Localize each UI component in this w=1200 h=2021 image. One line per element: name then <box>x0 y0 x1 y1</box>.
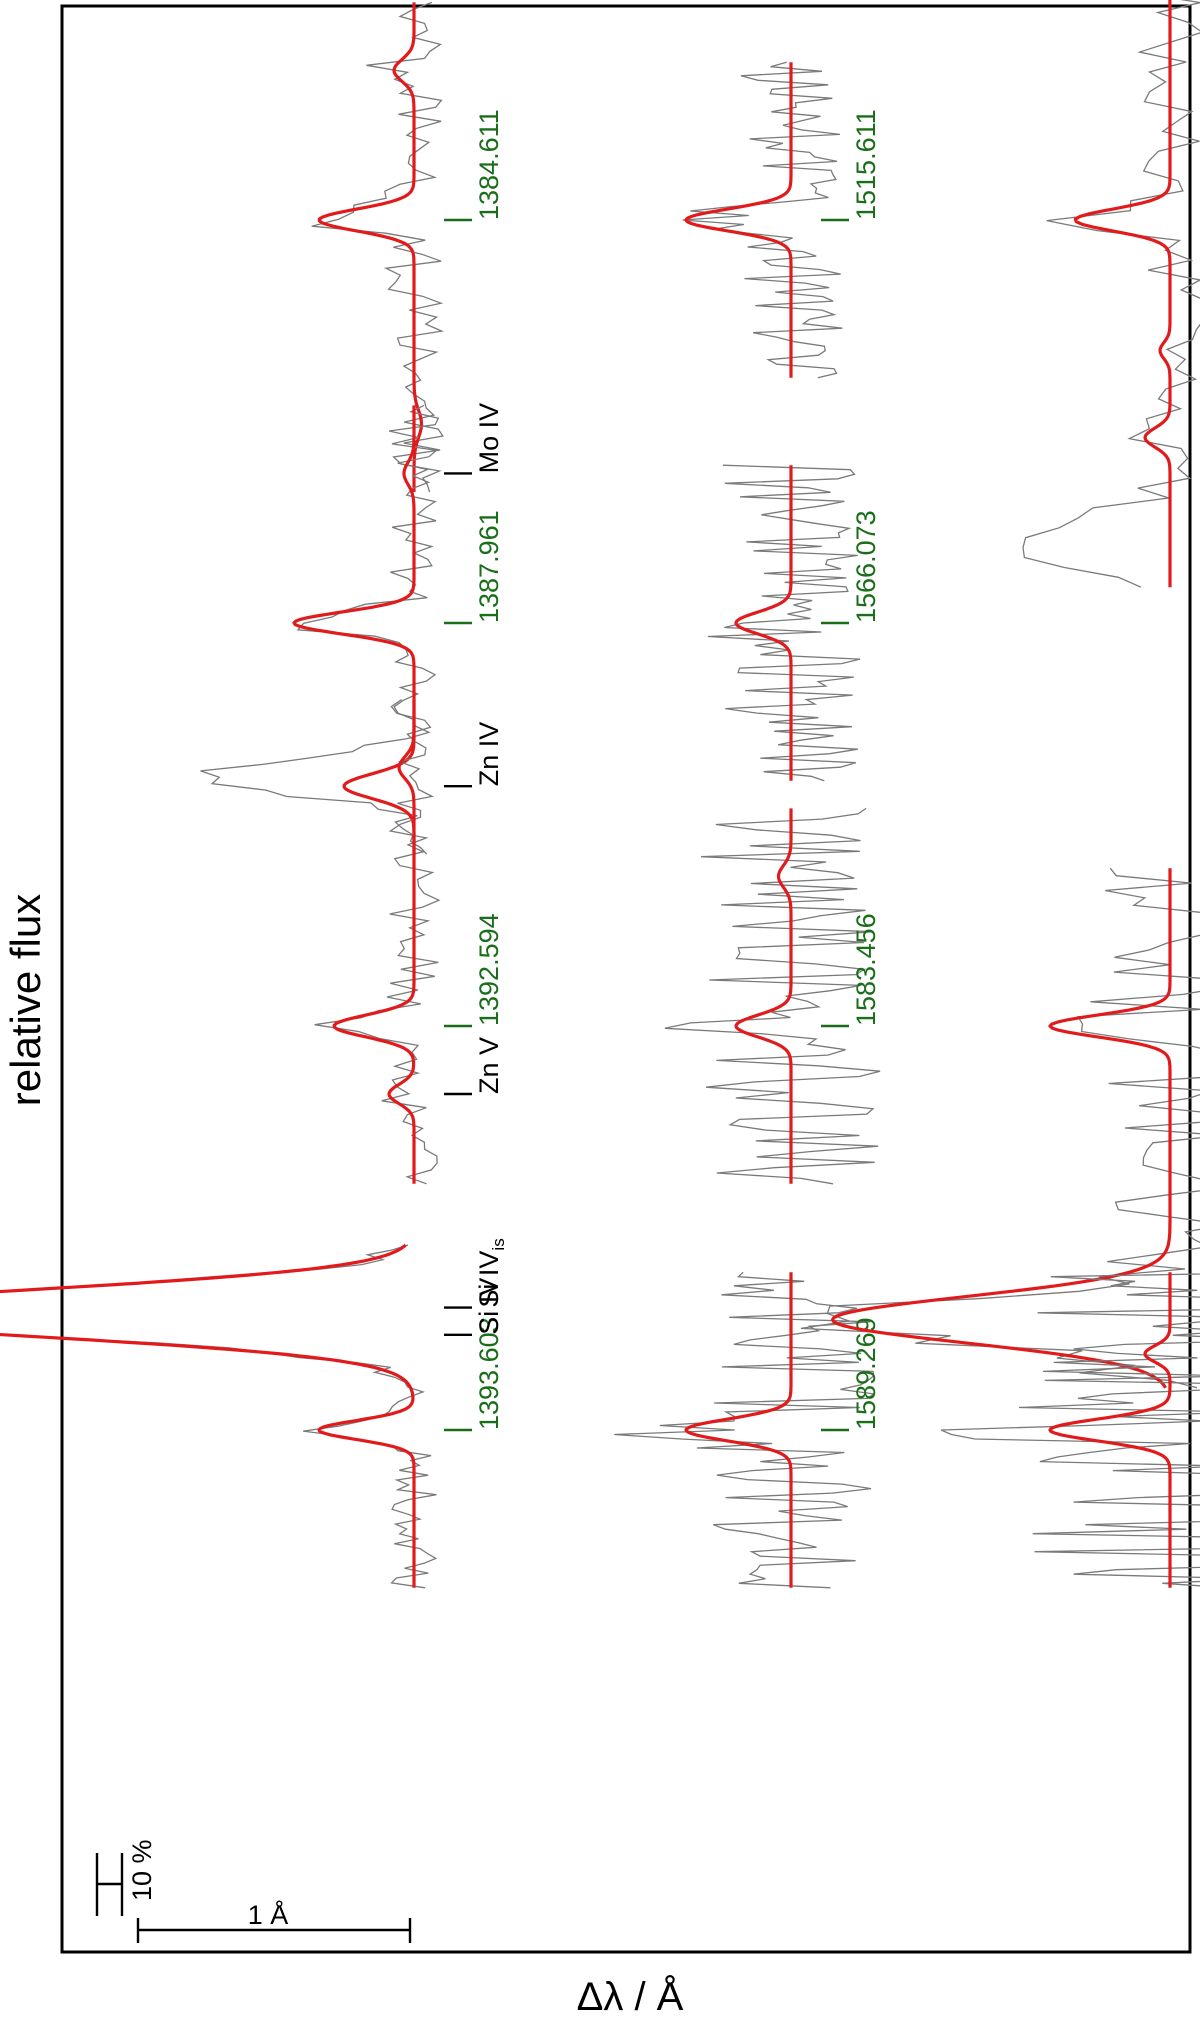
line-id-label: Zn V <box>474 1037 504 1094</box>
line-id-label: 1392.594 <box>474 913 504 1026</box>
observed-spectrum <box>682 61 843 379</box>
line-id-label: 1583.456 <box>851 913 881 1026</box>
observed-spectrum <box>200 404 440 855</box>
y-axis-label: relative flux <box>2 894 49 1106</box>
observed-spectrum <box>940 1273 1200 1587</box>
panels-group: 1384.611 Zn IV 1387.961 Mo IV Zn V 1392.594 13… <box>0 0 1200 1589</box>
panel-1392.594: Zn V 1392.594 <box>314 699 504 1185</box>
line-id-label: 1566.073 <box>851 510 881 623</box>
model-spectrum <box>684 61 793 379</box>
panel-1764.478: 1764.478Ba VII <box>940 1271 1200 1589</box>
model-spectrum <box>684 1271 793 1589</box>
model-spectrum <box>1048 1271 1172 1589</box>
panel-1387.961: Zn IV 1387.961 Mo IV <box>200 403 504 855</box>
model-spectrum <box>830 868 1172 1389</box>
line-id-label: Mo IV <box>474 403 504 474</box>
line-id-label: 1393.603 <box>474 1317 504 1430</box>
model-spectrum <box>734 808 793 1184</box>
observed-spectrum <box>614 1271 876 1589</box>
observed-spectrum <box>311 1 445 493</box>
scale-bars: 10 % 1 Å <box>95 1839 412 1943</box>
line-id-label: Zn IV <box>474 722 504 787</box>
observed-spectrum <box>707 464 861 782</box>
model-spectrum <box>332 699 416 1184</box>
model-spectrum <box>1073 0 1172 588</box>
panel-1052.067: Ba VZn VKr VI1052.067Zn V <box>1022 0 1200 588</box>
line-id-subscript: is <box>489 1238 508 1250</box>
observed-spectrum <box>1022 0 1200 588</box>
model-spectrum <box>0 1243 416 1588</box>
line-id-label: 1589.269 <box>851 1317 881 1430</box>
plot-frame <box>60 4 1192 1954</box>
panel-1515.611: 1515.611 <box>682 61 881 379</box>
model-spectrum <box>734 464 793 782</box>
observed-spectrum <box>664 807 881 1185</box>
flux-scale-label: 10 % <box>127 1839 157 1901</box>
wavelength-scale-label: 1 Å <box>248 1899 289 1930</box>
line-id-label: 1384.611 <box>474 109 504 220</box>
line-id-label: 1515.611 <box>851 109 881 220</box>
panel-1583.456: 1583.456 <box>664 807 881 1185</box>
model-spectrum <box>292 405 416 855</box>
panel-1384.611: 1384.611 <box>311 1 504 493</box>
line-id-label: Si IV <box>474 1278 504 1335</box>
line-id-label: 1387.961 <box>474 510 504 623</box>
x-axis-label: Δλ / Å <box>577 1974 684 2019</box>
panel-1591.875: C III1591.875 <box>800 867 1200 1389</box>
panel-1589.269: 1589.269 <box>614 1271 881 1589</box>
panel-1566.073: 1566.073 <box>707 464 881 782</box>
model-spectrum <box>317 2 424 492</box>
line-id-label: Si IVis <box>474 1238 508 1307</box>
